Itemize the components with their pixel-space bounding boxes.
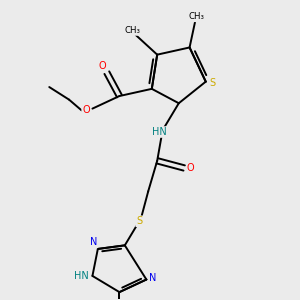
Text: O: O xyxy=(82,105,90,116)
Text: N: N xyxy=(149,273,157,283)
Text: HN: HN xyxy=(152,127,167,137)
Text: S: S xyxy=(136,216,142,226)
Text: S: S xyxy=(209,78,215,88)
Text: CH₃: CH₃ xyxy=(124,26,140,35)
Text: O: O xyxy=(99,61,106,71)
Text: O: O xyxy=(187,163,194,173)
Text: N: N xyxy=(90,238,97,248)
Text: CH₃: CH₃ xyxy=(189,12,205,21)
Text: HN: HN xyxy=(74,271,88,281)
